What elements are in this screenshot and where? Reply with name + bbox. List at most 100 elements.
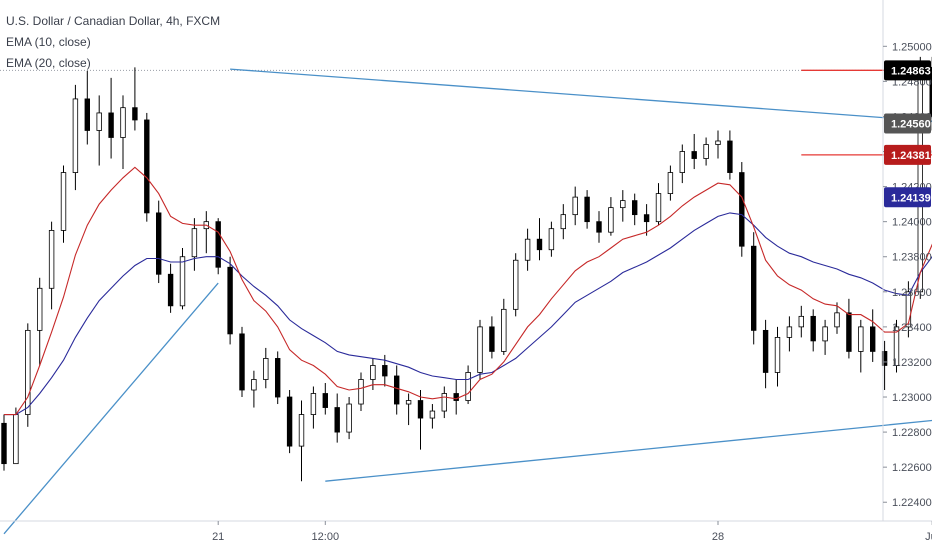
candle-body	[13, 414, 19, 465]
candle-body	[762, 329, 769, 373]
candle	[37, 277, 43, 366]
candle	[513, 253, 519, 317]
ema20-legend[interactable]: EMA (20, close)	[6, 56, 91, 70]
candle	[846, 298, 852, 359]
candle-body	[715, 140, 721, 145]
price-tag-label: 1.24863	[891, 65, 931, 77]
y-tick-label: 1.22400	[892, 497, 932, 509]
x-tick-label: 28	[712, 531, 724, 543]
candle	[929, 56, 932, 131]
candle	[596, 211, 602, 243]
candle-body	[655, 193, 662, 223]
price-tag-red: 1.24381	[884, 144, 931, 165]
candle-body	[393, 375, 400, 405]
candle	[858, 319, 864, 373]
candle-body	[417, 400, 424, 419]
candle-body	[370, 365, 376, 380]
symbol-title[interactable]: U.S. Dollar / Canadian Dollar, 4h, FXCM	[6, 14, 221, 28]
candle	[501, 298, 507, 355]
price-tag-box	[884, 113, 931, 134]
candle-body	[334, 407, 340, 433]
candle	[429, 404, 436, 429]
y-tick-label: 1.25000	[892, 41, 932, 53]
candle	[834, 302, 840, 334]
candle	[239, 326, 245, 398]
candle	[679, 144, 685, 184]
candle-body	[382, 365, 388, 377]
price-tag-box	[884, 187, 931, 208]
y-tick-label: 1.23000	[892, 392, 932, 404]
trendline[interactable]	[3, 282, 219, 535]
candle-body	[643, 214, 650, 223]
candle-body	[429, 410, 436, 419]
candle	[108, 77, 114, 159]
candle-body	[536, 238, 543, 251]
y-tick-label: 1.23800	[892, 252, 932, 264]
candle	[798, 305, 804, 338]
candle-body	[48, 230, 55, 289]
candle	[25, 323, 31, 427]
candle-body	[358, 379, 364, 405]
candle	[477, 319, 483, 380]
x-tick-label: 21	[212, 531, 224, 543]
candle-body	[37, 287, 43, 331]
candle	[584, 190, 590, 229]
candles	[1, 56, 932, 482]
ema10-legend[interactable]: EMA (10, close)	[6, 35, 91, 49]
price-tag-gray: 1.24560	[884, 113, 931, 134]
candle	[132, 67, 138, 131]
candle-body	[691, 151, 697, 159]
candle-body	[667, 172, 674, 195]
candle-body	[774, 336, 781, 373]
candle	[560, 204, 566, 240]
candle	[155, 200, 162, 284]
candle	[453, 379, 459, 415]
trendline[interactable]	[325, 215, 932, 482]
price-tag-label: 1.24560	[891, 118, 931, 130]
candle	[191, 218, 198, 271]
candle	[572, 186, 578, 226]
candle	[762, 319, 769, 389]
candle	[620, 190, 626, 222]
candle-body	[60, 172, 67, 231]
candle	[310, 386, 317, 429]
candle-body	[72, 98, 79, 173]
candle-body	[286, 396, 293, 447]
trendline[interactable]	[230, 68, 932, 274]
candle-body	[810, 315, 816, 342]
price-tag-box	[884, 144, 931, 165]
candle-body	[322, 393, 328, 408]
candle-body	[227, 266, 233, 335]
candle-body	[501, 308, 507, 352]
candle-body	[858, 326, 864, 352]
y-tick-label: 1.23400	[892, 322, 932, 334]
candle-body	[560, 214, 566, 230]
candle	[298, 400, 305, 482]
candle-body	[179, 256, 186, 307]
candle-body	[477, 326, 483, 373]
candle-body	[905, 291, 912, 328]
candle-body	[727, 140, 733, 173]
candle	[465, 365, 471, 405]
x-tick-label: Jul	[925, 531, 932, 543]
candle	[632, 193, 638, 226]
price-tag-blue: 1.24139	[884, 187, 931, 208]
ema10-line	[4, 166, 932, 416]
candle	[96, 95, 102, 166]
candle	[751, 232, 757, 345]
candle-body	[524, 238, 531, 261]
candle	[810, 309, 816, 352]
candle-body	[620, 200, 626, 209]
candle-body	[798, 315, 804, 328]
y-tick-label: 1.23200	[892, 357, 932, 369]
candle	[655, 183, 662, 226]
candle-body	[584, 196, 590, 223]
trendlines[interactable]	[3, 68, 932, 535]
candle-body	[739, 172, 745, 247]
candle	[643, 204, 650, 236]
candle	[322, 382, 328, 415]
candle	[870, 309, 876, 362]
candle	[84, 70, 90, 145]
